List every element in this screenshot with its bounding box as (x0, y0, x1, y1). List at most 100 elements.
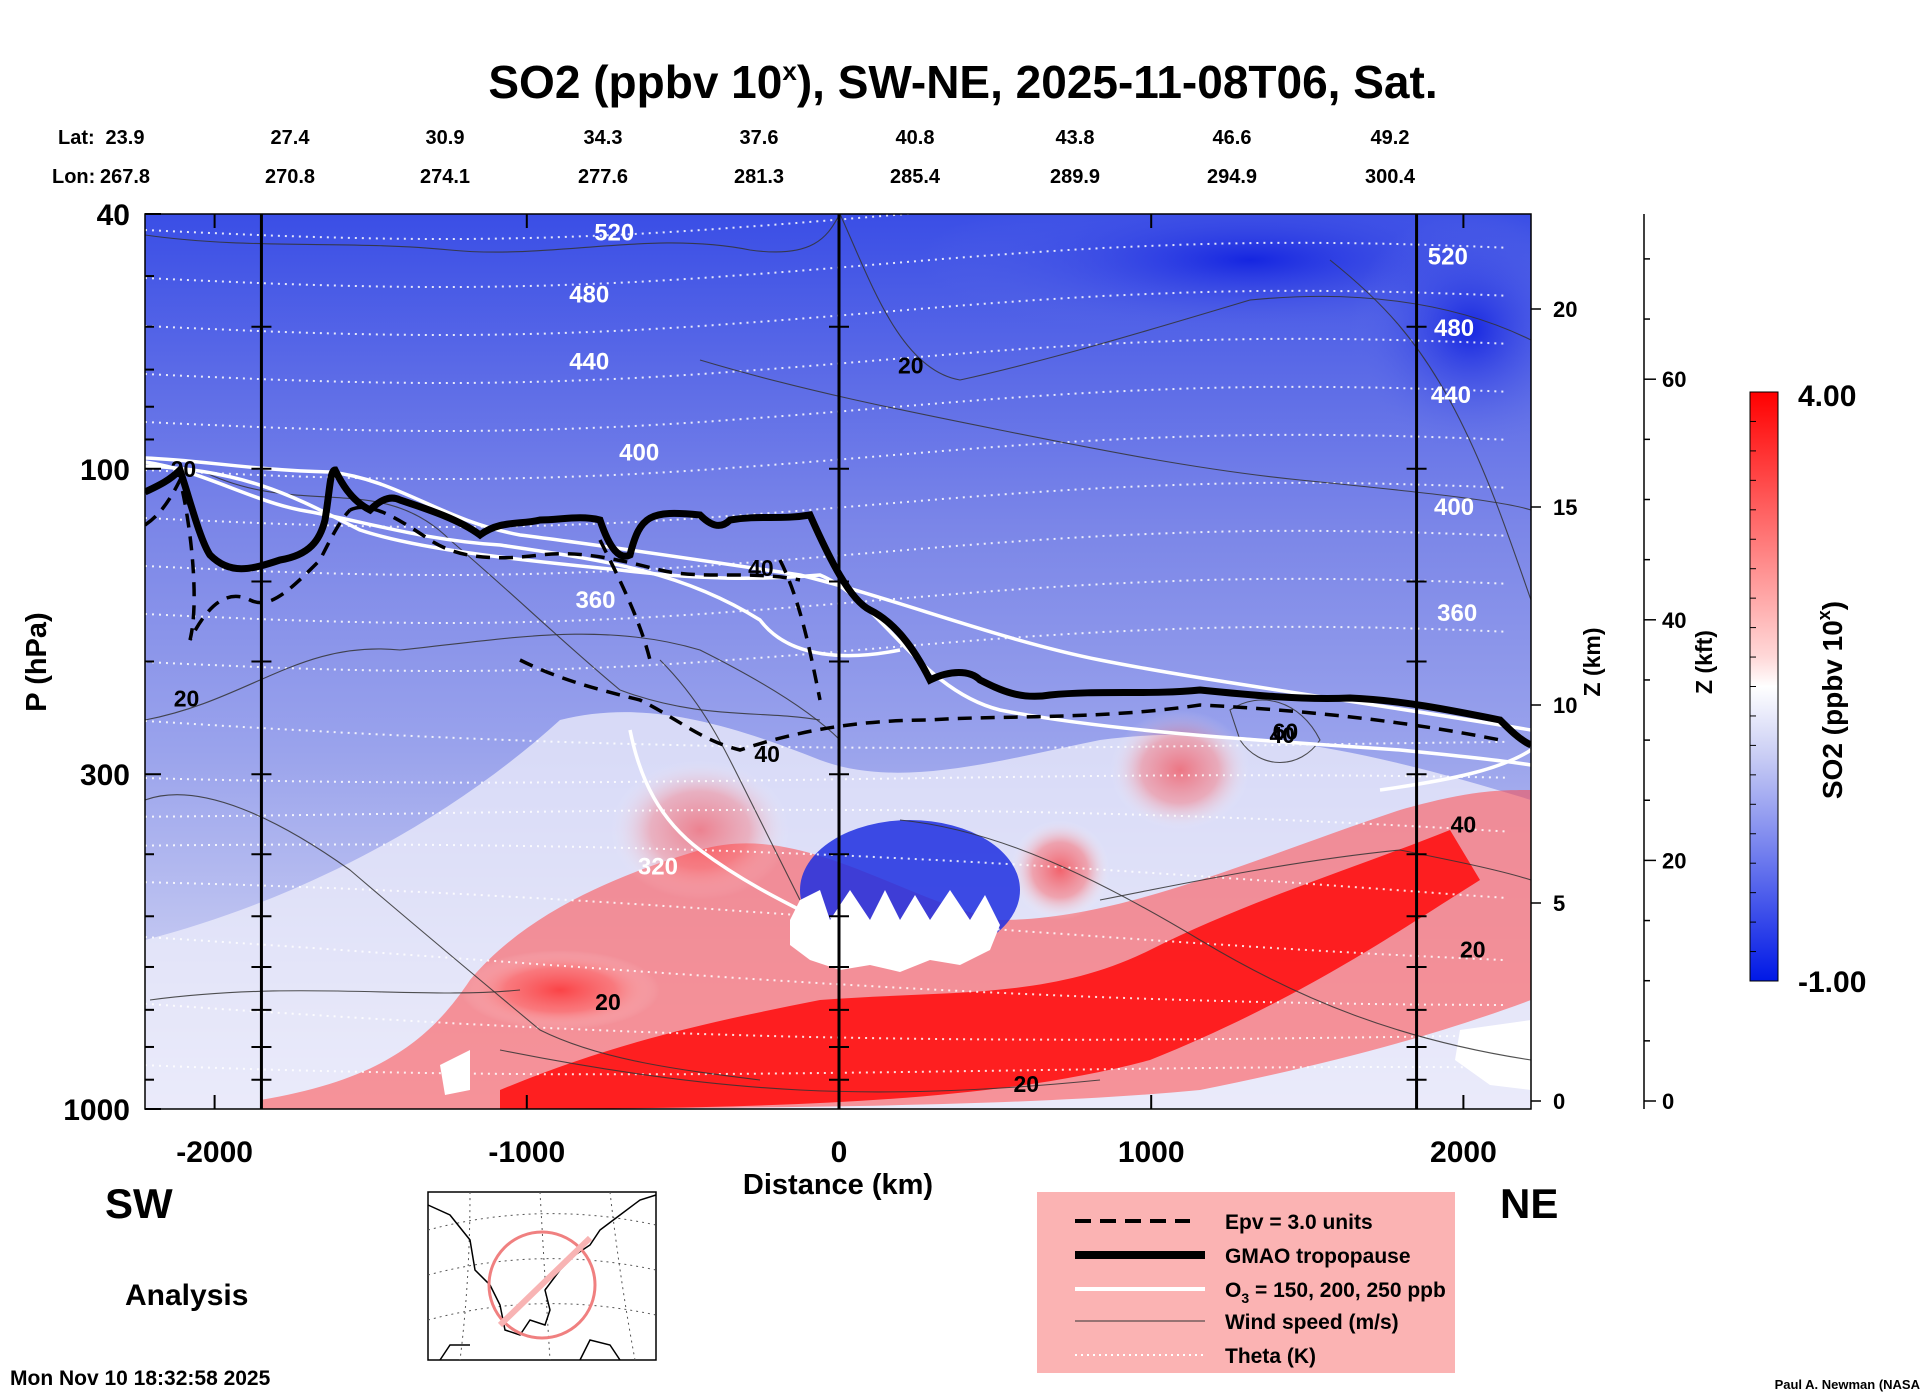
wind-contour (149, 989, 521, 1001)
y-tick-label: 40 (97, 199, 130, 232)
lon-value: 274.1 (420, 166, 470, 188)
theta-isentrope (145, 774, 1506, 784)
wind-contour (1329, 259, 1531, 601)
theta-isentrope (145, 577, 1506, 624)
lat-value: 37.6 (740, 127, 779, 149)
red-patch-3 (610, 760, 790, 900)
lat-value: 27.4 (271, 127, 311, 149)
zkft-tick-label: 40 (1662, 608, 1686, 633)
lat-value: 43.8 (1056, 127, 1095, 149)
theta-lines (145, 214, 1506, 1076)
so2-plume-core (500, 830, 1480, 1109)
x-tick-label: -1000 (488, 1136, 565, 1169)
theta-isentrope (145, 843, 1506, 899)
ozone-contour (145, 464, 1531, 767)
theta-label: 480 (569, 282, 609, 309)
theta-label: 360 (575, 587, 615, 614)
epv-contour (778, 559, 822, 701)
zkft-tick-label: 20 (1662, 848, 1686, 873)
contour-labels: 520 480 440 400 360 320 520 480 440 400 360 20 20 40 4… (171, 220, 1486, 1097)
legend-label-wind: Wind speed (m/s) (1225, 1311, 1399, 1334)
lon-value: 267.8 (100, 166, 150, 188)
theta-isentrope (145, 241, 1506, 288)
colorbar-title: SO2 (ppbv 10x) (1814, 601, 1848, 799)
theta-isentrope (145, 529, 1506, 576)
red-patch-1 (1110, 710, 1250, 830)
epv-contour (349, 505, 801, 582)
lat-value: 46.6 (1213, 127, 1252, 149)
theta-label: 360 (1437, 600, 1477, 627)
lon-value: 300.4 (1365, 166, 1416, 188)
zkm-axis-label: Z (km) (1579, 628, 1605, 697)
colorbar-min-label: -1.00 (1798, 966, 1866, 999)
zkm-tick-label: 15 (1553, 495, 1577, 520)
theta-label: 520 (1428, 244, 1468, 271)
lat-value: 30.9 (426, 127, 465, 149)
zkft-tick-label: 0 (1662, 1089, 1674, 1114)
theta-isentrope (145, 1002, 1506, 1041)
wind-contour (145, 794, 761, 1081)
theta-isentrope (145, 1064, 1506, 1076)
wind-label: 60 (1273, 719, 1299, 745)
lon-value: 277.6 (578, 166, 628, 188)
red-patch-4 (460, 950, 660, 1030)
zkm-tick-label: 10 (1553, 693, 1577, 718)
map-range-circle (487, 1230, 597, 1340)
wind-label: 40 (754, 741, 780, 767)
map-frame (427, 1191, 657, 1361)
theta-label: 400 (1434, 494, 1474, 521)
lat-value: 23.9 (106, 127, 145, 149)
theta-isentrope (145, 881, 1506, 962)
wind-contour (1099, 849, 1531, 901)
theta-isentrope (145, 936, 1506, 1006)
legend-label-ozone: O3 = 150, 200, 250 ppb (1225, 1279, 1446, 1306)
lat-value: 40.8 (896, 127, 935, 149)
ozone-contour (1379, 748, 1531, 792)
wind-label: 40 (1451, 812, 1477, 838)
lat-value: 34.3 (584, 127, 623, 149)
wind-contour (1229, 699, 1321, 763)
x-axis-label: Distance (km) (743, 1169, 933, 1201)
credit: Paul A. Newman (NASA (1775, 1377, 1921, 1392)
map-section-track (497, 1235, 593, 1328)
theta-label: 440 (1431, 382, 1471, 409)
x-tick-label: -2000 (176, 1136, 253, 1169)
legend-label-tropopause: GMAO tropopause (1225, 1245, 1411, 1268)
x-tick-label: 2000 (1430, 1136, 1497, 1169)
wind-label: 40 (748, 555, 774, 581)
tropopause-line (145, 463, 1531, 749)
theta-isentrope (145, 385, 1506, 432)
y-axis-label: P (hPa) (21, 612, 53, 711)
wind-label: 20 (171, 456, 197, 482)
wind-label: 20 (1460, 937, 1486, 963)
white-patch-ne (1455, 1020, 1531, 1090)
y-tick-label: 300 (80, 759, 130, 792)
theta-isentrope (145, 719, 1506, 749)
epv-contour (519, 658, 1501, 752)
sw-label: SW (105, 1180, 173, 1227)
heatmap-field: 520 480 440 400 360 320 520 480 440 400 360 20 20 40 4… (145, 214, 1531, 1109)
analysis-label: Analysis (125, 1279, 248, 1312)
wind-label: 20 (898, 353, 924, 379)
wind-lines (145, 214, 1531, 1093)
zkft-axis-label: Z (kft) (1691, 630, 1717, 694)
zkm-tick-label: 5 (1553, 891, 1565, 916)
theta-label: 480 (1434, 315, 1474, 342)
ozone-contour (145, 460, 901, 658)
wind-contour (199, 469, 821, 721)
theta-label: 440 (569, 349, 609, 376)
theta-label: 320 (638, 853, 678, 880)
map-graticule (427, 1191, 657, 1361)
wind-label: 20 (174, 685, 200, 711)
section-markers (251, 214, 1427, 1109)
epv-contour (598, 539, 652, 661)
lat-label: Lat: (58, 127, 95, 149)
wind-contour (699, 359, 1531, 511)
wind-label: 40 (1270, 722, 1296, 748)
red-patch-2 (1010, 820, 1110, 920)
lon-label: Lon: (52, 166, 95, 188)
y-tick-label: 1000 (63, 1094, 130, 1127)
map-coastline (427, 1194, 657, 1361)
zkm-tick-label: 0 (1553, 1089, 1565, 1114)
